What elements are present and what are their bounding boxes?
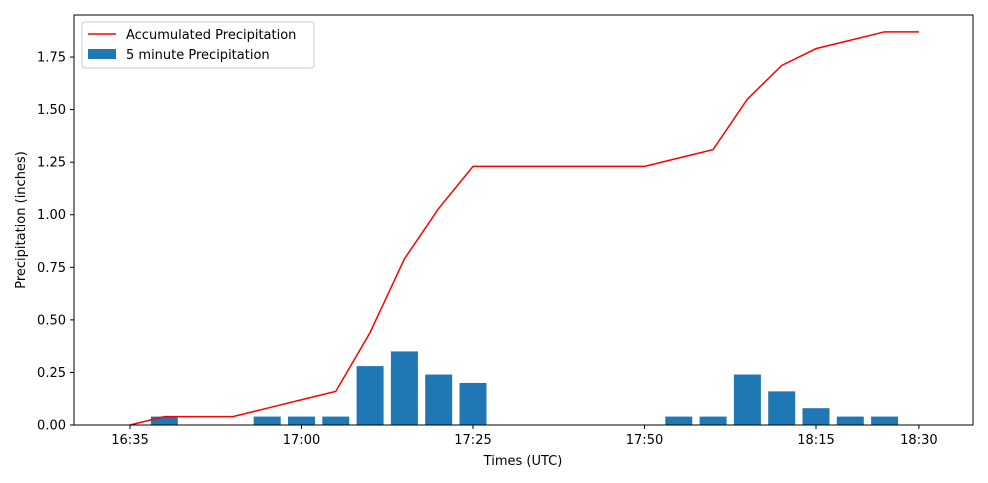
x-tick-label: 18:15 [797,433,834,448]
bar-series [150,351,899,425]
legend: Accumulated Precipitation 5 minute Preci… [81,21,315,69]
bar-5-minute-1700 [288,416,315,425]
x-tick-label: 18:30 [900,433,937,448]
y-tick-label: 0.25 [37,366,66,381]
y-tick-label: 0.50 [37,313,66,328]
bar-5-minute-1805 [733,374,761,425]
legend-label-accumulated: Accumulated Precipitation [126,28,296,43]
y-axis-ticks: 0.00 0.25 0.50 0.75 1.00 1.25 1.50 1.75 [37,51,74,434]
plot-area [74,15,973,425]
bar-5-minute-1710 [356,366,384,425]
x-tick-label: 17:00 [283,433,320,448]
y-axis-label: Precipitation (inches) [14,151,29,289]
bar-5-minute-1820 [836,416,864,425]
bar-5-minute-1715 [390,351,418,425]
bar-5-minute-1755 [665,416,693,425]
accumulated-precipitation-line [129,31,919,426]
x-tick-label: 17:25 [454,433,491,448]
y-tick-label: 1.25 [37,156,66,171]
legend-label-5-minute: 5 minute Precipitation [126,48,270,63]
x-axis-label: Times (UTC) [483,454,563,469]
bar-5-minute-1725 [459,382,487,425]
bar-5-minute-1815 [802,408,830,425]
bar-5-minute-1825 [871,416,899,425]
bar-5-minute-1640 [150,416,178,425]
legend-box [81,21,315,69]
y-tick-label: 0.00 [37,419,66,434]
y-tick-label: 0.75 [37,261,66,276]
y-tick-label: 1.50 [37,103,66,118]
y-tick-label: 1.75 [37,51,66,66]
bar-5-minute-1720 [425,374,453,425]
x-axis-ticks: 16:35 17:00 17:25 17:50 18:15 18:30 [111,425,938,448]
bar-5-minute-1705 [322,416,350,425]
bar-5-minute-1655 [253,416,281,425]
plot-frame [73,14,974,426]
y-tick-label: 1.00 [37,208,66,223]
legend-bar-swatch [88,49,116,59]
x-tick-label: 16:35 [111,433,148,448]
x-tick-label: 17:50 [626,433,663,448]
bar-5-minute-1800 [699,416,727,425]
bar-5-minute-1810 [768,391,796,425]
